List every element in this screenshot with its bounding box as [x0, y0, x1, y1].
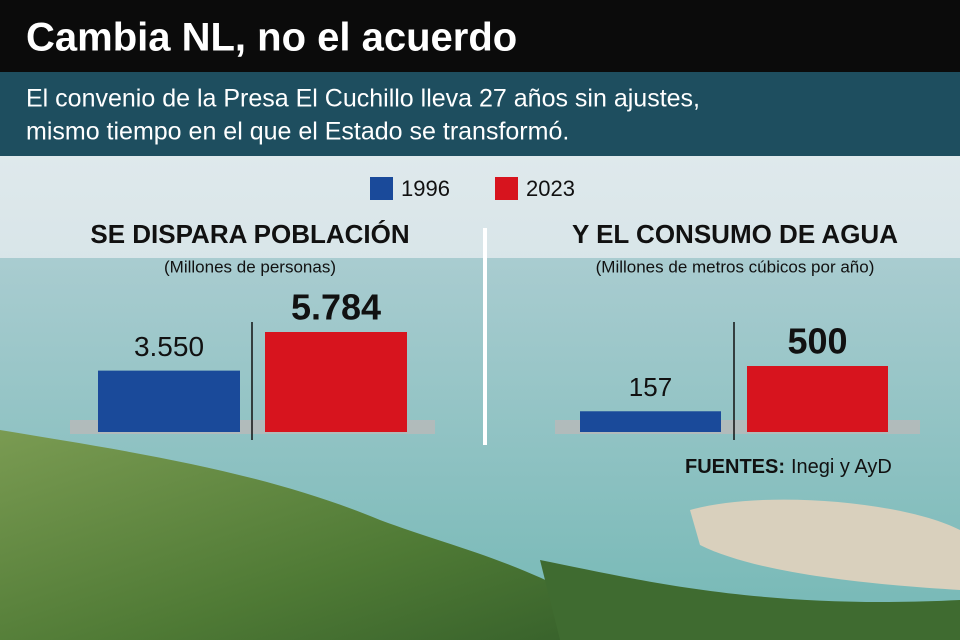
background-trees [540, 560, 960, 640]
subtitle-line: El convenio de la Presa El Cuchillo llev… [26, 85, 700, 113]
background-land [0, 430, 640, 640]
chart-title: Y EL CONSUMO DE AGUA [572, 219, 898, 249]
chart-subtitle: (Millones de personas) [164, 257, 336, 276]
bar [98, 370, 240, 432]
sources-text: Inegi y AyD [791, 456, 892, 478]
title: Cambia NL, no el acuerdo [26, 16, 517, 60]
legend-swatch [495, 177, 518, 200]
sources: FUENTES: Inegi y AyD [685, 456, 892, 478]
subtitle-line: mismo tiempo en el que el Estado se tran… [26, 118, 569, 146]
value-label: 157 [629, 372, 672, 402]
subtitle-band [0, 72, 960, 156]
legend-label: 2023 [526, 176, 575, 201]
chart-subtitle: (Millones de metros cúbicos por año) [596, 257, 875, 276]
title-band [0, 0, 960, 72]
bar [265, 332, 407, 432]
value-label: 500 [787, 321, 847, 362]
legend-swatch [370, 177, 393, 200]
value-label: 5.784 [291, 287, 381, 328]
bar [580, 411, 721, 432]
bar [747, 366, 888, 432]
legend-label: 1996 [401, 176, 450, 201]
sources-label: FUENTES: [685, 456, 785, 478]
chart-title: SE DISPARA POBLACIÓN [90, 219, 409, 249]
value-label: 3.550 [134, 331, 204, 362]
background-sandbar [690, 499, 960, 590]
